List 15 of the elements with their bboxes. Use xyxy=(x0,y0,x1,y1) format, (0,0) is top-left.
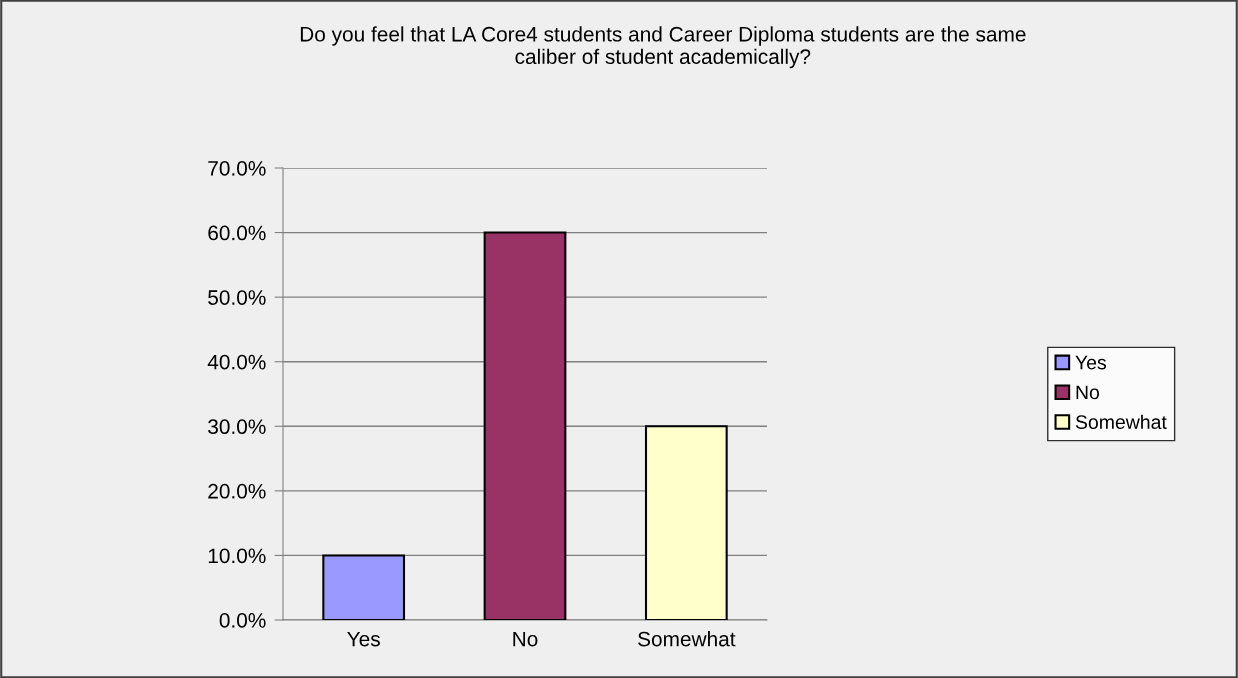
y-tick-label: 30.0% xyxy=(208,419,266,435)
y-tick-label: 10.0% xyxy=(208,548,266,564)
x-tick-label: Somewhat xyxy=(638,631,736,647)
y-tick-label: 20.0% xyxy=(208,483,266,499)
chart-title: Do you feel that LA Core4 students and Career Diploma students are the same caliber of student academically? xyxy=(300,26,1026,69)
legend-label: Yes xyxy=(1075,355,1107,370)
y-tick-label: 0.0% xyxy=(219,613,266,628)
x-tick-label: Yes xyxy=(347,631,380,647)
y-tick-label: 70.0% xyxy=(208,161,266,176)
y-tick-label: 60.0% xyxy=(208,225,266,241)
y-tick-label: 40.0% xyxy=(207,354,266,370)
y-tick-label: 50.0% xyxy=(208,290,266,305)
x-tick-label: No xyxy=(513,631,538,647)
legend-label: Somewhat xyxy=(1075,414,1167,430)
legend-label: No xyxy=(1076,385,1100,400)
